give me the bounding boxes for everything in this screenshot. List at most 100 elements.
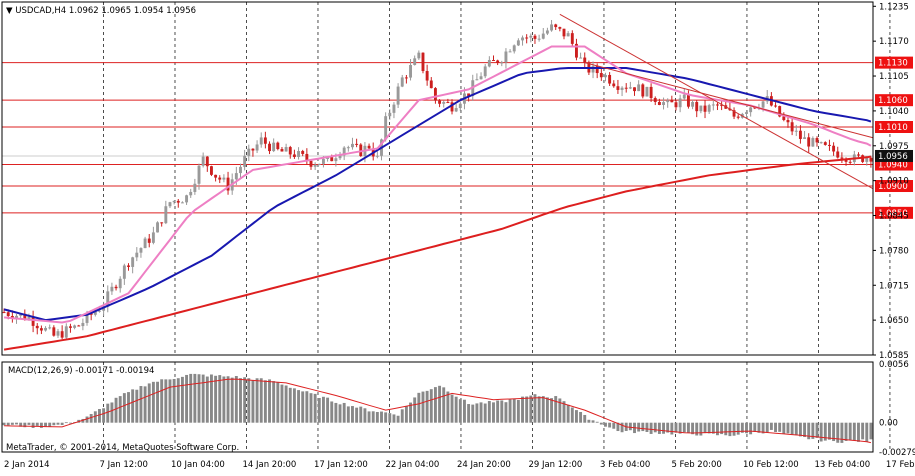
macd-histogram-bar (604, 422, 607, 427)
macd-histogram-bar (442, 387, 446, 423)
time-tick-label: 17 Feb 20:00 (886, 460, 915, 470)
price-tick-label: 1.1040 (879, 107, 909, 117)
time-tick-label: 7 Jan 12:00 (99, 460, 147, 470)
macd-histogram-bar (417, 392, 421, 423)
candle-body (865, 157, 869, 162)
candle-body (276, 142, 280, 150)
macd-histogram-bar (807, 422, 811, 440)
macd-histogram-bar (475, 403, 479, 423)
macd-histogram-bar (135, 389, 139, 423)
macd-histogram-bar (247, 378, 251, 423)
candle-body (409, 64, 412, 78)
candle-body (168, 202, 172, 207)
macd-label: MACD(12,26,9) -0.00171 -0.00194 (8, 366, 154, 376)
current-price-label: 1.0956 (878, 152, 908, 162)
macd-histogram-bar (180, 376, 184, 423)
macd-histogram-bar (657, 422, 661, 434)
macd-histogram-bar (774, 422, 777, 433)
time-tick-label: 24 Jan 20:00 (457, 460, 511, 470)
macd-histogram-bar (467, 404, 471, 423)
price-tick-label: 1.0975 (879, 142, 909, 152)
macd-histogram-bar (533, 394, 537, 423)
mid-moving-average-line (3, 67, 872, 322)
price-tick-label: 1.1105 (879, 72, 909, 82)
price-tick-label: 1.0650 (879, 316, 909, 326)
macd-histogram-bar (6, 422, 10, 426)
macd-panel-frame (1, 361, 874, 453)
candle-body (139, 248, 143, 253)
candle-body (147, 238, 151, 243)
macd-histogram-bar (239, 378, 242, 423)
macd-histogram-bar (550, 398, 554, 423)
candle-body (214, 174, 218, 178)
candle-body (504, 51, 508, 63)
candle-body (35, 325, 39, 329)
time-tick-label: 2 Jan 2014 (4, 460, 50, 470)
candle-body (479, 76, 483, 80)
candle-body (819, 142, 823, 144)
candle-body (243, 155, 247, 167)
candle-body (761, 101, 765, 108)
candle-body (404, 77, 408, 79)
candle-body (338, 155, 342, 159)
candle-body (425, 71, 429, 81)
candle-body (23, 313, 27, 320)
macd-histogram-bar (819, 422, 823, 442)
macd-histogram-bar (595, 421, 599, 423)
candle-body (98, 310, 101, 312)
candle-body (193, 183, 197, 192)
candle-body (31, 316, 35, 326)
macd-histogram-bar (156, 381, 159, 423)
candle-body (433, 88, 437, 101)
macd-histogram-bar (471, 404, 475, 423)
candle-body (608, 74, 612, 84)
candle-body (857, 154, 860, 156)
macd-histogram-bar (10, 422, 14, 425)
macd-histogram-bar (139, 386, 143, 423)
candle-body (73, 325, 77, 328)
macd-histogram-bar (852, 422, 856, 441)
level-price-tag (875, 120, 913, 133)
candle-body (375, 155, 379, 157)
candle-body (218, 177, 222, 180)
macd-histogram-bar (64, 422, 68, 424)
macd-histogram-bar (479, 402, 483, 423)
candle-body (321, 159, 325, 164)
macd-histogram-bar (500, 400, 504, 423)
macd-histogram-bar (732, 422, 736, 436)
level-price-tag (875, 94, 913, 107)
time-tick-label: 5 Feb 20:00 (671, 460, 721, 470)
macd-histogram-bar (172, 378, 176, 423)
macd-histogram-bar (740, 422, 744, 433)
price-tick-label: 1.0585 (879, 351, 909, 361)
candle-body (492, 60, 495, 62)
macd-histogram-bar (259, 378, 263, 423)
macd-histogram-bar (798, 422, 802, 437)
candle-body (27, 316, 31, 320)
candle-body (330, 157, 334, 162)
candle-body (334, 158, 338, 162)
candle-body (222, 177, 226, 180)
candle-body (653, 98, 657, 102)
symbol-label: ▼ USDCAD,H4 1.0962 1.0965 1.0954 1.0956 (6, 6, 196, 16)
macd-histogram-bar (226, 376, 230, 423)
macd-histogram-bar (458, 399, 462, 423)
candle-body (496, 60, 500, 63)
macd-histogram-bar (753, 422, 757, 432)
time-tick-label: 17 Jan 12:00 (314, 460, 368, 470)
level-price-label: 1.0940 (878, 161, 908, 171)
candle-body (550, 24, 554, 31)
macd-histogram-bar (508, 399, 512, 423)
macd-histogram-bar (131, 389, 135, 423)
candle-body (500, 62, 504, 64)
candle-body (396, 86, 400, 105)
macd-histogram-bar (380, 411, 383, 423)
candle-body (60, 331, 64, 338)
candle-body (483, 66, 487, 77)
candle-body (670, 100, 674, 103)
candle-body (81, 322, 85, 327)
candle-body (305, 153, 309, 161)
macd-histogram-bar (359, 406, 363, 423)
